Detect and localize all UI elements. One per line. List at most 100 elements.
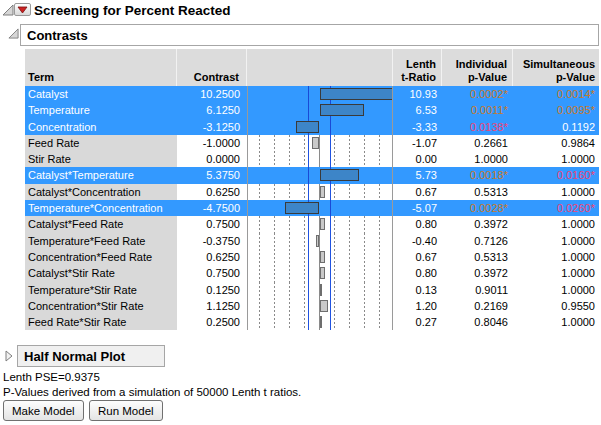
lenth-threshold-line xyxy=(308,298,309,314)
p-individual-cell: 1.0000 xyxy=(442,151,513,167)
lenth-threshold-line xyxy=(308,135,309,151)
lenth-threshold-line xyxy=(330,265,331,281)
table-row[interactable]: Concentration*Feed Rate 0.6250 0.67 0.53… xyxy=(25,249,599,265)
contrast-cell: 0.6250 xyxy=(177,249,247,265)
grid-line xyxy=(274,314,275,330)
lenth-threshold-line xyxy=(308,86,309,102)
grid-line xyxy=(259,135,260,151)
grid-line xyxy=(334,151,335,167)
grid-line xyxy=(259,216,260,232)
contrasts-table-body: Catalyst 10.2500 10.93 0.0002* 0.0014* T… xyxy=(25,86,599,330)
t-ratio-cell: 0.13 xyxy=(393,282,442,298)
red-triangle-menu-button[interactable] xyxy=(14,3,31,16)
table-row[interactable]: Catalyst*Feed Rate 0.7500 0.80 0.3972 1.… xyxy=(25,216,599,232)
grid-line xyxy=(349,282,350,298)
contrast-bar xyxy=(320,251,325,263)
lenth-threshold-line xyxy=(330,119,331,135)
term-cell: Feed Rate*Stir Rate xyxy=(25,314,177,330)
p-simultaneous-cell: 1.0000 xyxy=(513,233,599,249)
column-header-bar-chart xyxy=(247,49,393,86)
zero-axis-line xyxy=(319,151,320,167)
grid-line xyxy=(259,314,260,330)
contrast-bar-cell xyxy=(247,216,393,232)
p-simultaneous-cell: 0.9550 xyxy=(513,298,599,314)
grid-line xyxy=(334,135,335,151)
contrast-bar xyxy=(320,316,322,328)
p-simultaneous-cell: 0.9864 xyxy=(513,135,599,151)
term-cell: Concentration*Stir Rate xyxy=(25,298,177,314)
grid-line xyxy=(379,265,380,281)
table-row[interactable]: Temperature*Feed Rate -0.3750 -0.40 0.71… xyxy=(25,233,599,249)
grid-line xyxy=(364,314,365,330)
grid-line xyxy=(274,249,275,265)
table-row[interactable]: Temperature 6.1250 6.53 0.0011* 0.0095* xyxy=(25,102,599,118)
table-row[interactable]: Temperature*Stir Rate 0.1250 0.13 0.9011… xyxy=(25,282,599,298)
grid-line xyxy=(274,265,275,281)
t-ratio-cell: 0.27 xyxy=(393,314,442,330)
p-individual-cell: 0.3972 xyxy=(442,265,513,281)
grid-line xyxy=(289,151,290,167)
table-row[interactable]: Catalyst*Concentration 0.6250 0.67 0.531… xyxy=(25,184,599,200)
grid-line xyxy=(304,184,305,200)
grid-line xyxy=(379,314,380,330)
contrast-cell: 0.1250 xyxy=(177,282,247,298)
contrast-bar-cell xyxy=(247,135,393,151)
p-value-simulation-note: P-Values derived from a simulation of 50… xyxy=(3,386,301,398)
grid-line xyxy=(274,216,275,232)
t-ratio-cell: -5.07 xyxy=(393,200,442,216)
contrasts-section-header[interactable]: Contrasts xyxy=(20,24,599,46)
table-row[interactable]: Concentration -3.1250 -3.33 0.0138* 0.11… xyxy=(25,119,599,135)
column-header-contrast: Contrast xyxy=(177,49,247,86)
contrast-cell: -4.7500 xyxy=(177,200,247,216)
contrast-bar-cell xyxy=(247,233,393,249)
outline-open-icon[interactable] xyxy=(2,4,14,16)
p-individual-cell: 0.2169 xyxy=(442,298,513,314)
grid-line xyxy=(289,249,290,265)
column-header-individual-p-value: Individualp-Value xyxy=(442,49,513,86)
t-ratio-cell: 0.00 xyxy=(393,151,442,167)
contrasts-open-icon[interactable] xyxy=(8,28,19,39)
grid-line xyxy=(289,265,290,281)
contrast-bar-cell xyxy=(247,167,393,183)
table-row[interactable]: Concentration*Stir Rate 1.1250 1.20 0.21… xyxy=(25,298,599,314)
contrast-cell: 1.1250 xyxy=(177,298,247,314)
run-model-button[interactable]: Run Model xyxy=(89,400,163,421)
grid-line xyxy=(304,151,305,167)
grid-line xyxy=(274,298,275,314)
contrast-bar xyxy=(320,104,364,116)
p-simultaneous-cell: 1.0000 xyxy=(513,282,599,298)
term-cell: Catalyst xyxy=(25,86,177,102)
p-simultaneous-cell: 1.0000 xyxy=(513,216,599,232)
table-row[interactable]: Feed Rate -1.0000 -1.07 0.2661 0.9864 xyxy=(25,135,599,151)
contrast-bar xyxy=(320,267,325,279)
t-ratio-cell: -0.40 xyxy=(393,233,442,249)
term-cell: Temperature*Stir Rate xyxy=(25,282,177,298)
grid-line xyxy=(289,314,290,330)
half-normal-collapsed-icon[interactable] xyxy=(4,350,14,362)
grid-line xyxy=(304,135,305,151)
half-normal-plot-header[interactable]: Half Normal Plot xyxy=(17,345,165,367)
contrast-bar xyxy=(320,300,328,312)
grid-line xyxy=(334,233,335,249)
grid-line xyxy=(364,233,365,249)
p-individual-cell: 0.0028* xyxy=(442,200,513,216)
p-simultaneous-cell: 0.1192 xyxy=(513,119,599,135)
grid-line xyxy=(274,135,275,151)
grid-line xyxy=(304,216,305,232)
table-row[interactable]: Feed Rate*Stir Rate 0.2500 0.27 0.8046 1… xyxy=(25,314,599,330)
grid-line xyxy=(289,298,290,314)
grid-line xyxy=(379,298,380,314)
table-row[interactable]: Catalyst*Temperature 5.3750 5.73 0.0018*… xyxy=(25,167,599,183)
table-row[interactable]: Catalyst*Stir Rate 0.7500 0.80 0.3972 1.… xyxy=(25,265,599,281)
table-row[interactable]: Temperature*Concentration -4.7500 -5.07 … xyxy=(25,200,599,216)
jmp-report-window: Screening for Percent Reacted Contrasts … xyxy=(0,0,601,425)
p-simultaneous-cell: 0.0160* xyxy=(513,167,599,183)
make-model-button[interactable]: Make Model xyxy=(3,400,84,421)
grid-line xyxy=(349,135,350,151)
table-row[interactable]: Catalyst 10.2500 10.93 0.0002* 0.0014* xyxy=(25,86,599,102)
table-row[interactable]: Stir Rate 0.0000 0.00 1.0000 1.0000 xyxy=(25,151,599,167)
grid-line xyxy=(334,314,335,330)
contrast-cell: 10.2500 xyxy=(177,86,247,102)
grid-line xyxy=(274,151,275,167)
term-cell: Catalyst*Feed Rate xyxy=(25,216,177,232)
